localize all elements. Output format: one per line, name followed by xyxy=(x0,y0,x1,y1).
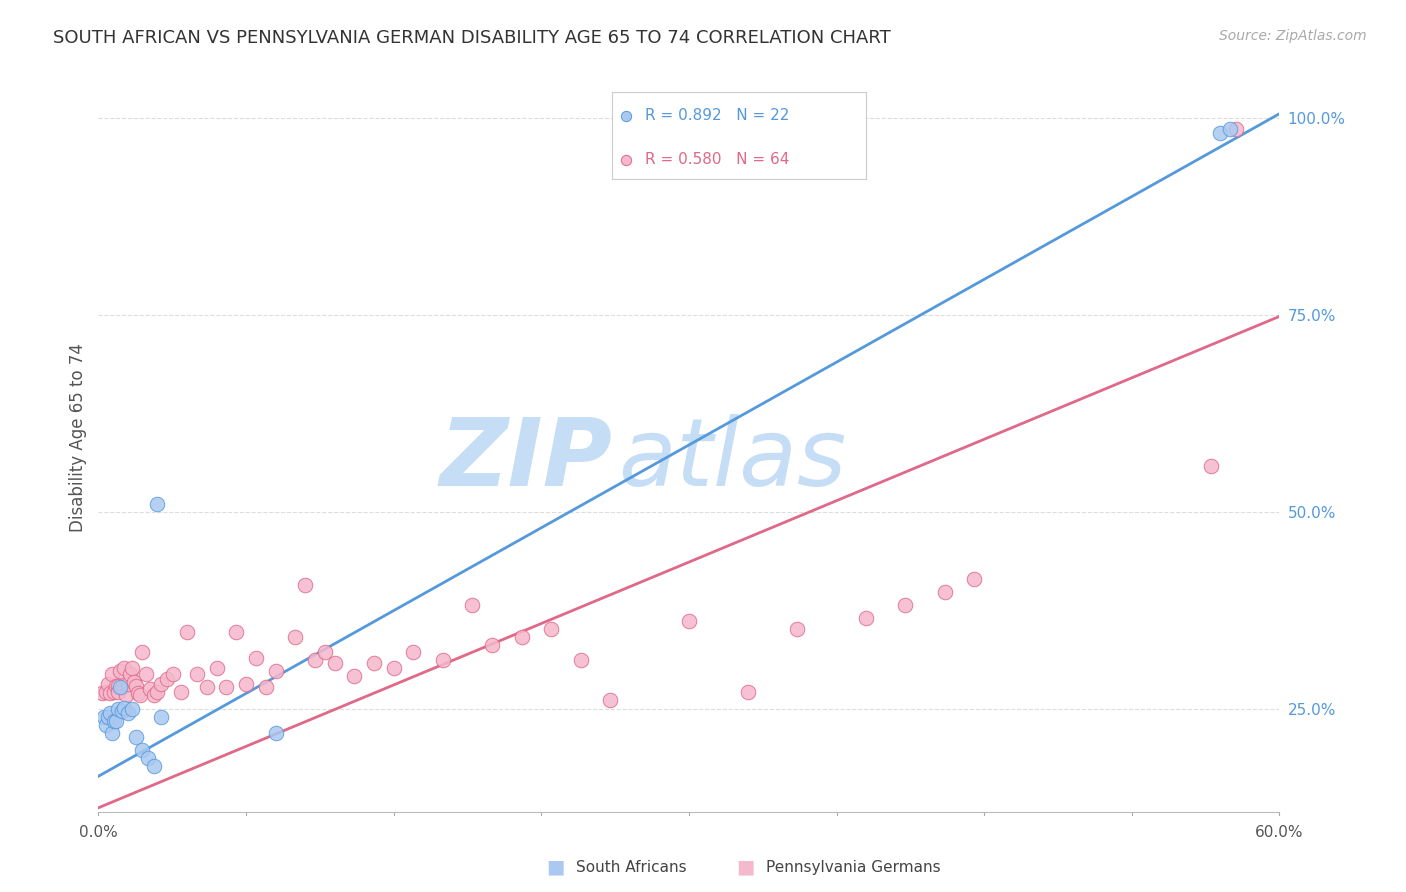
Point xyxy=(93,710,115,724)
Point xyxy=(111,680,134,694)
Point xyxy=(1219,122,1241,136)
Point xyxy=(284,630,307,644)
Point xyxy=(107,679,129,693)
Point xyxy=(131,743,153,757)
Point xyxy=(121,702,143,716)
Point xyxy=(156,672,179,686)
Point xyxy=(105,714,128,728)
Point xyxy=(363,657,385,671)
Point xyxy=(402,645,425,659)
Y-axis label: Disability Age 65 to 74: Disability Age 65 to 74 xyxy=(69,343,87,532)
Point xyxy=(108,665,131,679)
Point xyxy=(115,688,138,702)
Point xyxy=(176,624,198,639)
Text: ■: ■ xyxy=(546,857,565,877)
Point xyxy=(205,661,228,675)
Point xyxy=(121,661,143,675)
Point xyxy=(128,688,150,702)
Text: ■: ■ xyxy=(735,857,755,877)
Point xyxy=(540,622,562,636)
Point xyxy=(96,718,118,732)
Point xyxy=(101,666,124,681)
Point xyxy=(150,677,173,691)
Text: atlas: atlas xyxy=(619,414,846,505)
Point xyxy=(737,685,759,699)
Point xyxy=(125,730,148,744)
Point xyxy=(112,661,135,675)
Point xyxy=(125,679,148,693)
Text: ZIP: ZIP xyxy=(439,414,612,506)
Point xyxy=(97,710,120,724)
Point xyxy=(170,685,193,699)
Point xyxy=(599,692,621,706)
Point xyxy=(215,680,238,694)
Point xyxy=(323,657,346,671)
Point xyxy=(461,598,484,612)
Point xyxy=(1209,127,1232,141)
Point xyxy=(91,686,114,700)
Point xyxy=(142,688,165,702)
Point xyxy=(225,624,247,639)
Point xyxy=(96,685,118,699)
Point xyxy=(254,680,277,694)
Point xyxy=(111,704,134,718)
Point xyxy=(117,677,139,691)
Point xyxy=(314,645,336,659)
Point xyxy=(150,710,173,724)
Point xyxy=(963,572,986,586)
Point xyxy=(264,726,287,740)
Text: SOUTH AFRICAN VS PENNSYLVANIA GERMAN DISABILITY AGE 65 TO 74 CORRELATION CHART: SOUTH AFRICAN VS PENNSYLVANIA GERMAN DIS… xyxy=(53,29,891,47)
Point xyxy=(108,680,131,694)
Point xyxy=(195,680,218,694)
Point xyxy=(894,598,917,612)
Point xyxy=(103,714,125,728)
Point xyxy=(105,679,128,693)
Point xyxy=(294,577,316,591)
Point xyxy=(135,666,157,681)
Point xyxy=(117,706,139,720)
Point xyxy=(786,622,808,636)
Text: 0.0%: 0.0% xyxy=(79,825,118,839)
Point xyxy=(432,653,454,667)
Point xyxy=(127,686,149,700)
Point xyxy=(569,653,592,667)
Point xyxy=(264,665,287,679)
Point xyxy=(304,653,326,667)
Text: 60.0%: 60.0% xyxy=(1256,825,1303,839)
Point xyxy=(98,706,121,720)
Point xyxy=(1225,122,1247,136)
Point xyxy=(98,686,121,700)
Point xyxy=(343,669,366,683)
Point xyxy=(146,497,169,511)
Point xyxy=(131,645,153,659)
Point xyxy=(103,685,125,699)
Point xyxy=(107,702,129,716)
Point xyxy=(382,661,405,675)
Point xyxy=(122,674,145,689)
Point xyxy=(112,700,135,714)
Point xyxy=(235,677,257,691)
Text: Source: ZipAtlas.com: Source: ZipAtlas.com xyxy=(1219,29,1367,44)
Point xyxy=(142,759,165,773)
Point xyxy=(97,677,120,691)
Point xyxy=(186,666,208,681)
Point xyxy=(1199,459,1222,474)
Point xyxy=(138,682,160,697)
Point xyxy=(136,751,159,765)
Text: South Africans: South Africans xyxy=(576,860,688,874)
Point xyxy=(245,651,267,665)
Point xyxy=(107,685,129,699)
Point xyxy=(101,726,124,740)
Point xyxy=(934,585,956,599)
Point xyxy=(510,630,533,644)
Point xyxy=(855,611,877,625)
Point xyxy=(481,638,503,652)
Point xyxy=(118,666,141,681)
Point xyxy=(678,614,700,628)
Text: Pennsylvania Germans: Pennsylvania Germans xyxy=(766,860,941,874)
Point xyxy=(146,685,169,699)
Point xyxy=(162,666,184,681)
